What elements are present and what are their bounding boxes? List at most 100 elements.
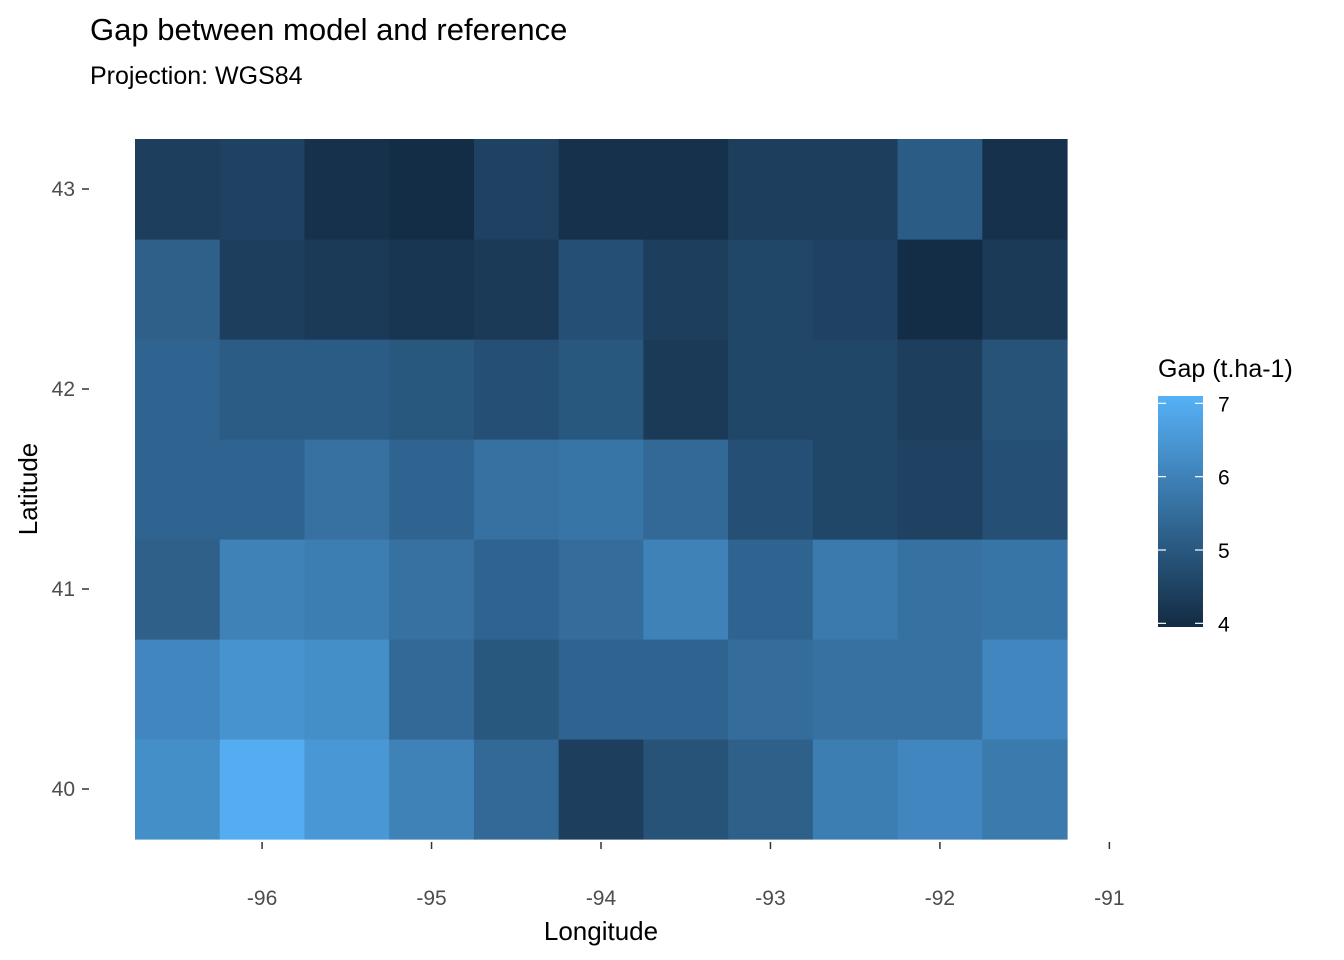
- heatmap-cell: [219, 639, 306, 740]
- x-tick-label: -92: [925, 887, 955, 910]
- heatmap-cell: [812, 439, 899, 540]
- legend-colorbar: [1158, 396, 1203, 627]
- heatmap-cell: [135, 339, 221, 440]
- heatmap-cell: [982, 739, 1068, 840]
- heatmap-cell: [135, 739, 221, 840]
- heatmap-cell: [982, 139, 1068, 240]
- heatmap-cell: [135, 539, 221, 640]
- heatmap-cell: [982, 539, 1068, 640]
- heatmap-cell: [897, 439, 983, 540]
- heatmap-cell: [558, 739, 644, 840]
- heatmap-cell: [643, 539, 729, 640]
- heatmap-cell: [304, 539, 390, 640]
- y-tick-label: 42: [52, 378, 75, 401]
- heatmap-cell: [728, 139, 814, 240]
- heatmap-cell: [643, 339, 729, 440]
- y-axis-label: Latitude: [13, 443, 43, 536]
- heatmap-cell: [473, 339, 560, 440]
- x-axis: -96 -95 -94 -93 -92 -91: [247, 842, 1125, 910]
- heatmap-cell: [219, 539, 306, 640]
- heatmap-cell: [897, 139, 983, 240]
- y-tick-label: 43: [52, 178, 75, 201]
- heatmap-cell: [389, 539, 475, 640]
- heatmap-cell: [728, 739, 814, 840]
- heatmap-cell: [473, 239, 560, 340]
- legend-tick-label: 6: [1218, 467, 1230, 490]
- heatmap-cell: [304, 239, 390, 340]
- heatmap-cell: [812, 739, 899, 840]
- heatmap-cell: [728, 239, 814, 340]
- y-axis: 40 41 42 43: [52, 178, 89, 801]
- chart-subtitle: Projection: WGS84: [90, 62, 303, 90]
- heatmap-cell: [135, 639, 221, 740]
- heatmap-cell: [643, 439, 729, 540]
- heatmap-cell: [643, 139, 729, 240]
- heatmap-cell: [643, 239, 729, 340]
- heatmap-cell: [219, 339, 306, 440]
- heatmap-cell: [897, 339, 983, 440]
- legend-tick-label: 4: [1218, 613, 1230, 636]
- heatmap-cells: [135, 139, 1068, 840]
- heatmap-cell: [558, 239, 644, 340]
- heatmap-cell: [558, 639, 644, 740]
- heatmap-cell: [389, 639, 475, 740]
- heatmap-cell: [304, 739, 390, 840]
- y-tick-label: 41: [52, 578, 75, 601]
- heatmap-cell: [897, 239, 983, 340]
- heatmap-cell: [643, 639, 729, 740]
- heatmap-cell: [135, 439, 221, 540]
- heatmap-cell: [897, 739, 983, 840]
- legend-ticks: 4 5 6 7: [1158, 393, 1230, 636]
- heatmap-cell: [897, 639, 983, 740]
- legend-tick-label: 5: [1218, 540, 1230, 563]
- heatmap-cell: [304, 139, 390, 240]
- heatmap-cell: [473, 739, 560, 840]
- heatmap-cell: [389, 139, 475, 240]
- heatmap-cell: [558, 139, 644, 240]
- x-tick-label: -91: [1094, 887, 1124, 910]
- x-tick-label: -94: [586, 887, 617, 910]
- heatmap-cell: [473, 439, 560, 540]
- heatmap-cell: [304, 639, 390, 740]
- heatmap-cell: [304, 339, 390, 440]
- heatmap-cell: [219, 139, 306, 240]
- chart-title: Gap between model and reference: [90, 12, 567, 47]
- heatmap-cell: [219, 739, 306, 840]
- y-tick-label: 40: [52, 778, 75, 801]
- heatmap-cell: [897, 539, 983, 640]
- heatmap-cell: [389, 339, 475, 440]
- heatmap-cell: [558, 339, 644, 440]
- heatmap-cell: [812, 539, 899, 640]
- heatmap-cell: [728, 439, 814, 540]
- heatmap-cell: [728, 339, 814, 440]
- heatmap-cell: [219, 239, 306, 340]
- x-tick-label: -95: [416, 887, 446, 910]
- heatmap-cell: [812, 639, 899, 740]
- heatmap-cell: [643, 739, 729, 840]
- heatmap-cell: [812, 339, 899, 440]
- colorbar-legend: Gap (t.ha-1) 4 5 6 7: [1158, 355, 1293, 636]
- heatmap-cell: [728, 539, 814, 640]
- x-tick-label: -93: [755, 887, 785, 910]
- heatmap-cell: [135, 239, 221, 340]
- legend-title: Gap (t.ha-1): [1158, 355, 1293, 383]
- x-axis-label: Longitude: [544, 916, 658, 946]
- heatmap-cell: [982, 339, 1068, 440]
- heatmap-cell: [812, 239, 899, 340]
- heatmap-cell: [473, 639, 560, 740]
- heatmap-cell: [219, 439, 306, 540]
- heatmap-cell: [473, 539, 560, 640]
- heatmap-cell: [558, 439, 644, 540]
- heatmap-cell: [728, 639, 814, 740]
- heatmap-cell: [982, 439, 1068, 540]
- heatmap-cell: [982, 639, 1068, 740]
- heatmap-cell: [304, 439, 390, 540]
- heatmap-cell: [389, 239, 475, 340]
- heatmap-cell: [389, 439, 475, 540]
- heatmap-cell: [389, 739, 475, 840]
- heatmap-cell: [812, 139, 899, 240]
- heatmap-cell: [135, 139, 221, 240]
- x-tick-label: -96: [247, 887, 277, 910]
- heatmap-cell: [558, 539, 644, 640]
